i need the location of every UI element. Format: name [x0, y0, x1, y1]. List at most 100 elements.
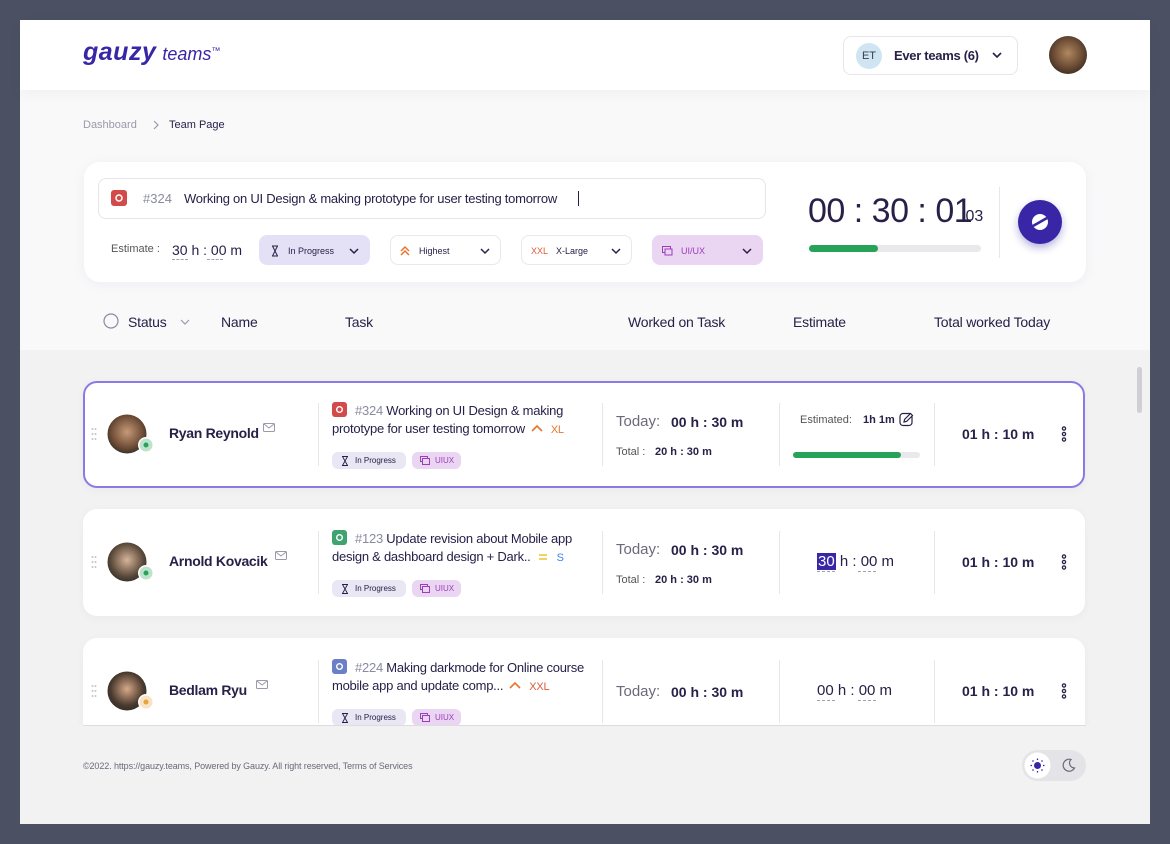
- status-dropdown[interactable]: In Progress: [259, 235, 370, 265]
- mail-icon[interactable]: [263, 423, 275, 433]
- task: #224 Making darkmode for Online course m…: [332, 659, 594, 696]
- team-name: Ever teams (6): [894, 48, 979, 63]
- label-icon: [420, 584, 430, 593]
- underline: [817, 700, 835, 701]
- underline: [207, 259, 223, 260]
- member-avatar: [107, 542, 154, 582]
- estimate-progress-bar: [793, 452, 901, 458]
- priority-text: Highest: [419, 246, 450, 256]
- worked-today: 01 h : 10 m: [962, 554, 1035, 570]
- divider: [779, 531, 780, 594]
- drag-handle[interactable]: [91, 427, 97, 441]
- status-tag: In Progress: [332, 452, 406, 469]
- column-header: Worked on Task: [628, 314, 726, 330]
- status-text: In Progress: [288, 246, 335, 256]
- divider: [318, 531, 319, 594]
- estimate-label: Estimated:: [800, 414, 852, 426]
- estimate-rest: h : 00 m: [839, 553, 895, 570]
- task-number: #324: [355, 403, 383, 418]
- column-header[interactable]: Status: [128, 314, 167, 330]
- task-title: Working on UI Design & making prototype …: [184, 191, 557, 206]
- task-number: #224: [355, 660, 383, 675]
- breadcrumb-current: Team Page: [169, 119, 225, 131]
- worked-today: 01 h : 10 m: [962, 683, 1035, 699]
- breadcrumb-link[interactable]: Dashboard: [83, 119, 137, 131]
- today-value: 00 h : 30 m: [671, 542, 744, 558]
- logo[interactable]: gauzy teams™: [83, 38, 220, 67]
- member-name: Bedlam Ryu: [169, 682, 247, 698]
- label-icon: [420, 456, 430, 465]
- today-label: Today:: [616, 541, 661, 558]
- member-avatar: [107, 414, 154, 454]
- priority-icon: [531, 424, 543, 432]
- chevron: [611, 248, 621, 255]
- timer-button[interactable]: [1010, 193, 1072, 255]
- dark-mode[interactable]: [1061, 758, 1076, 773]
- timer-fraction: :03: [961, 208, 984, 225]
- label-icon: [420, 713, 430, 722]
- more-menu[interactable]: [1060, 683, 1068, 699]
- drag-handle[interactable]: [91, 684, 97, 698]
- task-icon: [332, 659, 347, 674]
- status-tag: In Progress: [332, 709, 406, 725]
- chevron: [742, 248, 752, 255]
- more-menu[interactable]: [1060, 426, 1068, 442]
- mail-icon[interactable]: [275, 551, 287, 561]
- column-header: Estimate: [793, 314, 846, 330]
- select-all[interactable]: [103, 313, 119, 329]
- divider: [779, 660, 780, 723]
- task-number: #324: [143, 191, 172, 206]
- estimate-hours: 30: [817, 553, 836, 570]
- divider: [602, 403, 603, 466]
- task-size: XXL: [529, 681, 550, 693]
- estimate-input[interactable]: 30 h : 00 m: [172, 242, 243, 258]
- status-icon: [342, 584, 348, 594]
- status-text: In Progress: [355, 456, 396, 465]
- divider: [318, 403, 319, 466]
- estimate-input[interactable]: 00 h : 00 m: [817, 682, 893, 699]
- logo-suffix: teams: [162, 44, 212, 64]
- more-menu[interactable]: [1060, 554, 1068, 570]
- scrollbar[interactable]: [1137, 367, 1142, 413]
- estimate-input[interactable]: 30 h : 00 m: [817, 553, 894, 570]
- light-mode[interactable]: [1024, 752, 1051, 779]
- chevron: [180, 319, 190, 325]
- user-avatar[interactable]: [1049, 36, 1087, 74]
- priority-dropdown[interactable]: Highest: [390, 235, 501, 265]
- task-icon: [332, 530, 347, 545]
- size-dropdown[interactable]: XXL X-Large: [521, 235, 632, 265]
- size-text: X-Large: [556, 246, 589, 256]
- label-text: UIUX: [435, 584, 455, 593]
- label-icon: [662, 246, 673, 256]
- theme-toggle[interactable]: [1022, 750, 1086, 781]
- divider: [318, 660, 319, 723]
- edit-icon[interactable]: [899, 412, 914, 427]
- label-text: UIUX: [435, 456, 455, 465]
- member-name: Ryan Reynold: [169, 425, 259, 441]
- chevron: [480, 248, 490, 255]
- logo-text: gauzy: [83, 38, 157, 66]
- team-selector[interactable]: ET Ever teams (6): [843, 36, 1018, 75]
- priority-icon: [509, 681, 521, 689]
- estimate-label: Estimate :: [111, 243, 160, 255]
- mail-icon[interactable]: [256, 680, 268, 690]
- task-title: Update revision about Mobile app design …: [332, 531, 572, 564]
- task-size: XL: [550, 424, 564, 436]
- label-dropdown[interactable]: UI/UX: [652, 235, 763, 265]
- footer: ©2022. https://gauzy.teams, Powered by G…: [83, 761, 413, 771]
- breadcrumb-separator: [153, 120, 159, 130]
- task-input[interactable]: #324 Working on UI Design & making proto…: [98, 178, 766, 219]
- divider: [602, 660, 603, 723]
- task-title: Working on UI Design & making prototype …: [332, 403, 564, 436]
- drag-handle[interactable]: [91, 555, 97, 569]
- underline: [858, 700, 876, 701]
- priority-icon: [400, 245, 410, 256]
- trademark: ™: [211, 45, 221, 56]
- task-icon: [111, 190, 127, 206]
- divider: [934, 403, 935, 466]
- underline: [858, 571, 876, 572]
- column-header: Name: [221, 314, 258, 330]
- label-tag: UIUX: [412, 709, 461, 725]
